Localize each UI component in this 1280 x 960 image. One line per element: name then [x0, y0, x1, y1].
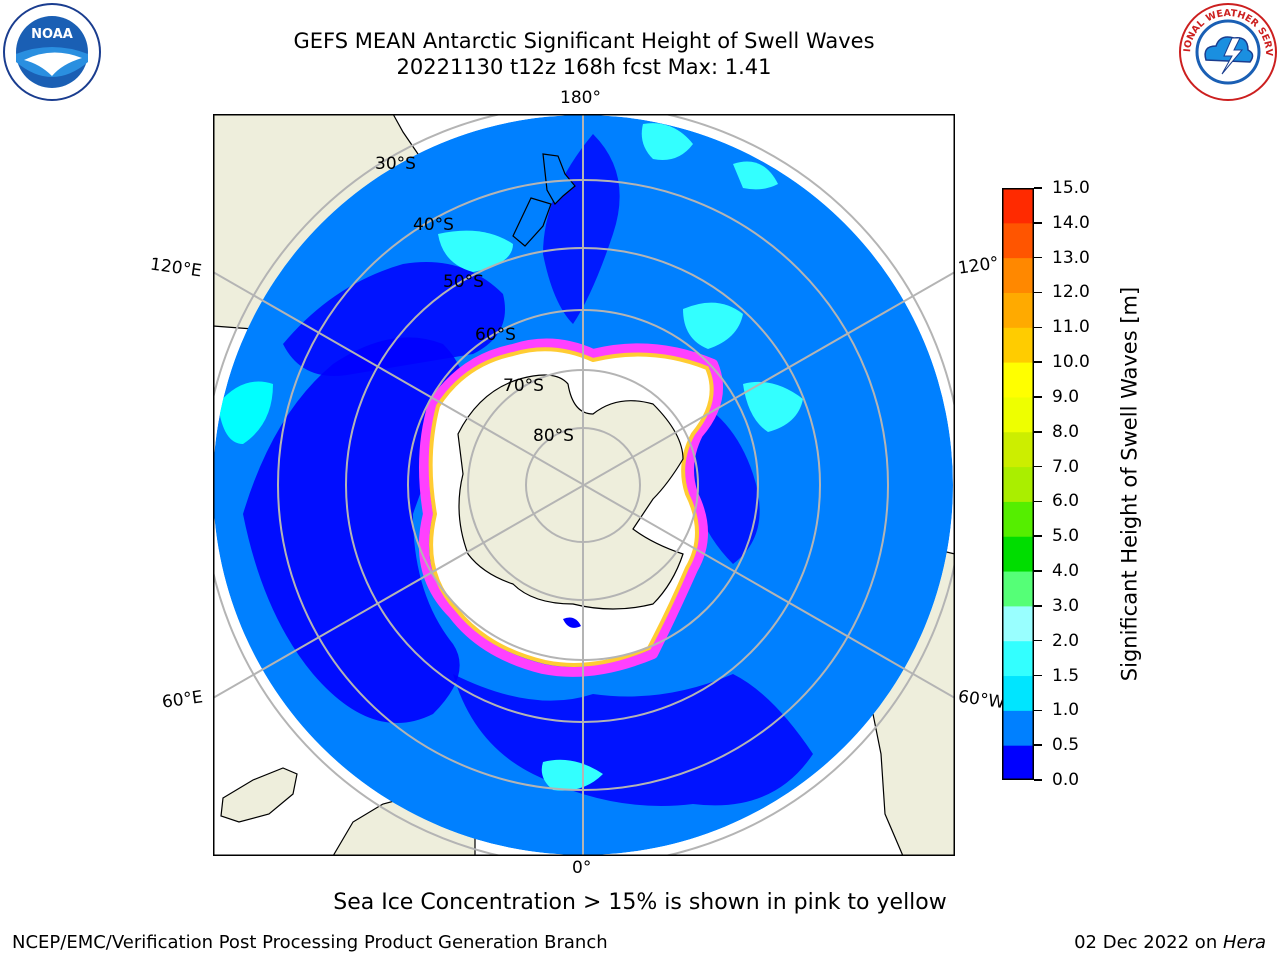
lon-label-180: 180° [560, 88, 601, 108]
colorbar-tick-mark [1034, 779, 1042, 781]
colorbar-segment [1002, 466, 1034, 502]
colorbar-tick-label: 10.0 [1052, 352, 1090, 373]
colorbar-tick-mark [1034, 361, 1042, 363]
colorbar-tick-label: 6.0 [1052, 491, 1080, 512]
swell-patch-5 [641, 123, 693, 160]
colorbar-tick-label: 0.5 [1052, 735, 1080, 756]
colorbar-tick-mark [1034, 187, 1042, 189]
colorbar-segment [1002, 257, 1034, 293]
colorbar-tick-label: 11.0 [1052, 317, 1090, 338]
colorbar-tick-mark [1034, 431, 1042, 433]
lon-label-60w: 60°W [956, 686, 1007, 714]
colorbar-tick-label: 12.0 [1052, 282, 1090, 303]
colorbar-segment [1002, 675, 1034, 711]
footer-right: 02 Dec 2022 on Hera [1074, 932, 1266, 953]
colorbar-label: Significant Height of Swell Waves [m] [1117, 286, 1142, 682]
colorbar-frame [1002, 188, 1034, 780]
swell-patch-7 [733, 161, 778, 190]
lon-label-60e: 60°E [160, 687, 205, 713]
colorbar-tick-label: 7.0 [1052, 456, 1080, 477]
colorbar-tick-mark [1034, 570, 1042, 572]
colorbar-segment [1002, 501, 1034, 537]
lat-label-40: 40°S [413, 215, 454, 235]
colorbar-tick-mark [1034, 535, 1042, 537]
swell-patch-3 [683, 302, 743, 349]
noaa-logo-icon: NOAA [3, 3, 101, 101]
lon-label-0: 0° [572, 858, 592, 878]
nws-logo-icon: NATIONAL WEATHER SERVICE [1178, 2, 1277, 101]
graticule [213, 114, 955, 856]
colorbar-segment [1002, 640, 1034, 677]
colorbar-tick-mark [1034, 674, 1042, 677]
colorbar-tick-label: 8.0 [1052, 421, 1080, 442]
colorbar-tick-label: 15.0 [1052, 178, 1090, 198]
lon-label-120w: 120° [956, 253, 1001, 279]
colorbar-tick-label: 2.0 [1052, 630, 1080, 651]
swell-patch-4 [743, 381, 803, 432]
colorbar-tick-label: 5.0 [1052, 526, 1080, 547]
colorbar-tick-mark [1034, 639, 1042, 642]
lat-label-70: 70°S [503, 376, 544, 396]
madagascar-land [220, 767, 298, 823]
plot-title: GEFS MEAN Antarctic Significant Height o… [293, 29, 875, 53]
low-swell-tasman [283, 262, 505, 376]
swell-patch-1 [218, 381, 273, 444]
colorbar-tick-mark [1034, 222, 1042, 224]
colorbar-segment [1002, 710, 1034, 746]
lat-label-60: 60°S [475, 325, 516, 345]
colorbar-tick-mark [1034, 291, 1042, 294]
new-zealand-land [542, 153, 576, 205]
colorbar-segment [1002, 222, 1034, 259]
ice-dark-spot [563, 617, 581, 628]
colorbar-tick-mark [1034, 500, 1042, 503]
colorbar-segment [1002, 292, 1034, 328]
polar-map: 30°S 40°S 50°S 60°S 70°S 80°S [213, 114, 955, 856]
colorbar-tick-mark [1034, 605, 1042, 607]
colorbar [1002, 188, 1034, 780]
colorbar-segment [1002, 396, 1034, 433]
colorbar-tick-label: 9.0 [1052, 386, 1080, 407]
map-frame [213, 114, 955, 856]
footer-left: NCEP/EMC/Verification Post Processing Pr… [12, 932, 608, 953]
plot-subtitle: 20221130 t12z 168h fcst Max: 1.41 [396, 55, 772, 79]
svg-text:NOAA: NOAA [31, 27, 73, 42]
colorbar-segment [1002, 188, 1034, 224]
colorbar-tick-mark [1034, 396, 1042, 398]
footer-date: 02 Dec 2022 on [1074, 932, 1223, 953]
colorbar-tick-label: 1.5 [1052, 665, 1080, 686]
swell-patch-2 [438, 230, 513, 272]
lat-label-50: 50°S [443, 272, 484, 292]
colorbar-tick-label: 13.0 [1052, 247, 1090, 268]
lat-label-30: 30°S [375, 154, 416, 174]
low-swell-indian [243, 337, 466, 723]
colorbar-tick-mark [1034, 744, 1042, 746]
lon-label-120e: 120°E [148, 254, 203, 282]
colorbar-segment [1002, 327, 1034, 363]
sea-ice-note: Sea Ice Concentration > 15% is shown in … [333, 890, 947, 915]
colorbar-segment [1002, 536, 1034, 572]
colorbar-tick-mark [1034, 465, 1042, 468]
swell-patch-6 [541, 759, 603, 791]
colorbar-tick-label: 14.0 [1052, 212, 1090, 233]
colorbar-tick-label: 0.0 [1052, 770, 1080, 790]
colorbar-segment [1002, 431, 1034, 468]
colorbar-segment [1002, 362, 1034, 398]
colorbar-tick-mark [1034, 326, 1042, 329]
colorbar-tick-label: 4.0 [1052, 561, 1080, 582]
colorbar-segment [1002, 745, 1034, 780]
colorbar-segment [1002, 571, 1034, 607]
lat-label-80: 80°S [533, 426, 574, 446]
footer-host: Hera [1222, 932, 1266, 953]
new-zealand-south [512, 197, 552, 247]
colorbar-tick-mark [1034, 709, 1042, 712]
colorbar-tick-label: 3.0 [1052, 595, 1080, 616]
colorbar-tick-label: 1.0 [1052, 700, 1080, 721]
colorbar-tick-mark [1034, 256, 1042, 259]
colorbar-segment [1002, 605, 1034, 642]
